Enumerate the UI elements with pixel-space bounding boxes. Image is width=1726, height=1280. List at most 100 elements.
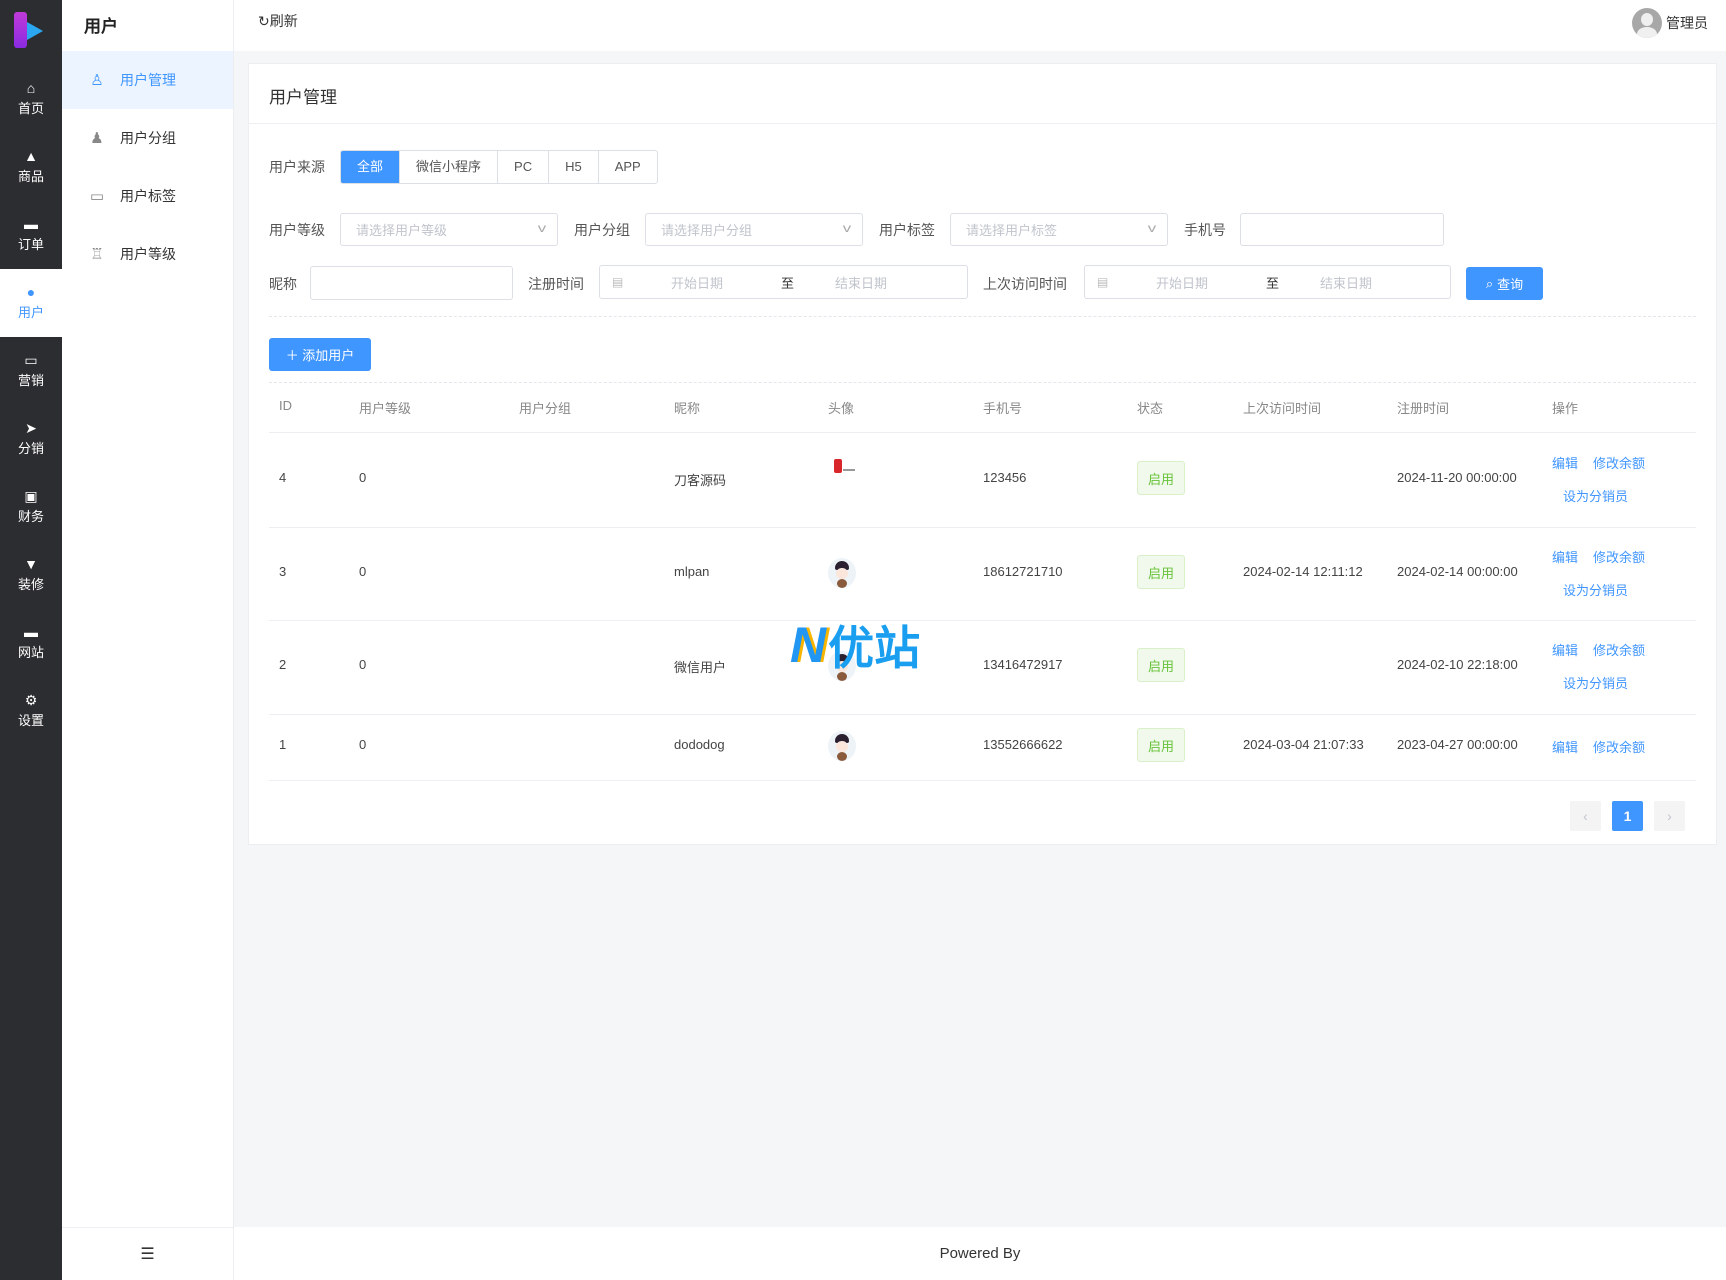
- set-distributor-link[interactable]: 设为分销员: [1563, 489, 1629, 504]
- group-label: 用户分组: [574, 222, 630, 238]
- sidebar-item-3[interactable]: ♖ 用户等级: [62, 225, 233, 283]
- group-select[interactable]: 请选择用户分组 v: [645, 213, 863, 246]
- tag-select[interactable]: 请选择用户标签 v: [950, 213, 1168, 246]
- page-1-button[interactable]: 1: [1612, 801, 1643, 831]
- collapse-menu-icon[interactable]: ☰: [62, 1227, 233, 1280]
- avatar-image: [828, 558, 856, 588]
- avatar-image: [834, 459, 856, 475]
- start-date[interactable]: 开始日期: [1156, 275, 1209, 291]
- nickname-label: 昵称: [269, 276, 297, 292]
- calendar-icon: ▤: [1097, 275, 1109, 289]
- rail-item-0[interactable]: ⌂ 首页: [0, 65, 62, 133]
- modify-balance-link[interactable]: 修改余额: [1593, 456, 1646, 471]
- source-wechat[interactable]: 微信小程序: [400, 151, 499, 183]
- rail-item-8[interactable]: ▬ 网站: [0, 609, 62, 677]
- level-placeholder: 请选择用户等级: [356, 223, 448, 238]
- sidebar-item-label: 用户分组: [120, 130, 176, 146]
- start-date[interactable]: 开始日期: [671, 275, 724, 291]
- avatar: [1632, 8, 1662, 38]
- visit-date-range[interactable]: ▤ 开始日期 至 结束日期: [1084, 265, 1451, 299]
- app-logo: [12, 12, 46, 48]
- column-header: 用户分组: [519, 401, 572, 416]
- set-distributor-link[interactable]: 设为分销员: [1563, 583, 1629, 598]
- edit-link[interactable]: 编辑: [1552, 550, 1579, 565]
- tag-label: 用户标签: [879, 222, 935, 238]
- source-label: 用户来源: [269, 159, 325, 175]
- source-h5[interactable]: H5: [549, 151, 599, 183]
- sidebar-item-2[interactable]: ▭ 用户标签: [62, 167, 233, 225]
- page-title: 用户管理: [269, 88, 337, 107]
- source-all[interactable]: 全部: [341, 151, 401, 183]
- rail-item-label: 用户: [17, 305, 44, 320]
- rail-item-9[interactable]: ⚙ 设置: [0, 677, 62, 745]
- edit-link[interactable]: 编辑: [1552, 643, 1579, 658]
- level-label: 用户等级: [269, 222, 325, 238]
- rail-item-3[interactable]: ● 用户: [0, 269, 62, 337]
- sidebar-item-label: 用户标签: [120, 188, 176, 204]
- cell-reg-time: 2024-02-14 00:00:00: [1397, 564, 1518, 579]
- wallet-icon: ▬: [24, 216, 38, 232]
- cell-level: 0: [359, 657, 367, 672]
- avatar-image: [828, 651, 856, 681]
- sidebar-item-0[interactable]: ♙ 用户管理: [62, 51, 233, 109]
- modify-balance-link[interactable]: 修改余额: [1593, 550, 1646, 565]
- cell-phone: 18612721710: [983, 564, 1063, 579]
- group-placeholder: 请选择用户分组: [661, 223, 753, 238]
- modify-balance-link[interactable]: 修改余额: [1593, 643, 1646, 658]
- edit-link[interactable]: 编辑: [1552, 740, 1579, 755]
- user-name: 管理员: [1666, 15, 1708, 31]
- query-label: 查询: [1497, 277, 1524, 292]
- cell-id: 4: [279, 470, 287, 485]
- cell-level: 0: [359, 470, 367, 485]
- menu-item-icon: ♟: [90, 130, 104, 147]
- next-page-button[interactable]: ›: [1654, 801, 1685, 831]
- end-date[interactable]: 结束日期: [835, 275, 888, 291]
- rail-item-7[interactable]: ▼ 装修: [0, 541, 62, 609]
- rail-item-label: 订单: [17, 237, 44, 252]
- edit-link[interactable]: 编辑: [1552, 456, 1579, 471]
- menu-item-icon: ▭: [89, 188, 105, 205]
- cell-reg-time: 2024-02-10 22:18:00: [1397, 657, 1518, 672]
- end-date[interactable]: 结束日期: [1320, 275, 1373, 291]
- sidebar-title: 用户: [84, 17, 118, 36]
- source-pc[interactable]: PC: [498, 151, 550, 183]
- modify-balance-link[interactable]: 修改余额: [1593, 740, 1646, 755]
- menu-item-icon: ♙: [90, 72, 104, 89]
- rail-item-2[interactable]: ▬ 订单: [0, 201, 62, 269]
- status-badge: 启用: [1137, 648, 1185, 682]
- user-management-card: 用户管理 用户来源 全部 微信小程序 PC H5 APP 用户等级 请选择用户等…: [248, 63, 1717, 845]
- sidebar-item-1[interactable]: ♟ 用户分组: [62, 109, 233, 167]
- money-icon: ▣: [24, 488, 38, 504]
- source-app[interactable]: APP: [614, 159, 641, 174]
- query-button[interactable]: ⌕ 查询: [1466, 267, 1543, 300]
- rail-item-6[interactable]: ▣ 财务: [0, 473, 62, 541]
- home-icon: ⌂: [26, 80, 36, 96]
- refresh-button[interactable]: ↻刷新: [258, 13, 298, 29]
- column-header: 用户等级: [359, 401, 412, 416]
- status-badge: 启用: [1137, 555, 1185, 589]
- add-user-button[interactable]: ＋ 添加用户: [269, 338, 371, 371]
- column-header: 头像: [828, 401, 855, 416]
- user-menu[interactable]: 管理员: [1632, 8, 1708, 38]
- level-select[interactable]: 请选择用户等级 v: [340, 213, 558, 246]
- reg-date-range[interactable]: ▤ 开始日期 至 结束日期: [599, 265, 968, 299]
- cell-phone: 13416472917: [983, 657, 1063, 672]
- rail-item-5[interactable]: ➤ 分销: [0, 405, 62, 473]
- cell-nickname: dododog: [674, 737, 725, 752]
- prev-page-button[interactable]: ‹: [1570, 801, 1601, 831]
- rail-item-4[interactable]: ▭ 营销: [0, 337, 62, 405]
- sidebar-item-label: 用户等级: [120, 246, 176, 262]
- last-visit-label: 上次访问时间: [983, 276, 1067, 292]
- cell-reg-time: 2024-11-20 00:00:00: [1397, 470, 1517, 485]
- cell-last-visit: 2024-03-04 21:07:33: [1243, 737, 1364, 752]
- rail-item-label: 营销: [17, 373, 44, 388]
- cell-nickname: mlpan: [674, 564, 710, 579]
- nickname-input[interactable]: [310, 266, 513, 300]
- rail-item-label: 分销: [17, 441, 44, 456]
- ticket-icon: ▭: [24, 352, 38, 368]
- status-badge: 启用: [1137, 461, 1185, 495]
- column-header: 昵称: [674, 401, 701, 416]
- set-distributor-link[interactable]: 设为分销员: [1563, 676, 1629, 691]
- rail-item-1[interactable]: ▲ 商品: [0, 133, 62, 201]
- phone-input[interactable]: [1240, 213, 1444, 246]
